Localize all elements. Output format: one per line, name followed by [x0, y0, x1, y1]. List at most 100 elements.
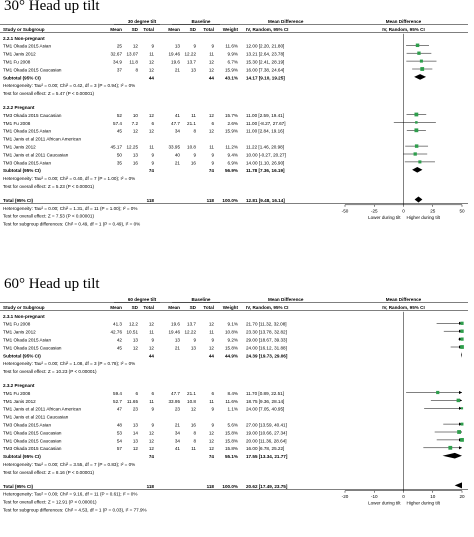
- study-row-label: TM3 Okada 2015 Caucasian: [3, 113, 62, 118]
- study-row-m1: 54: [117, 438, 123, 443]
- overall-effect-text: Test for overall effect: Z = 8.16 (P < 0…: [3, 470, 94, 475]
- study-row-w: 15.8%: [225, 345, 238, 350]
- study-row-w: 9.1%: [228, 322, 238, 327]
- study-row-n1: 9: [151, 44, 154, 49]
- study-marker: [419, 59, 423, 63]
- study-row-label: TM1 Fu 2008: [3, 60, 31, 65]
- study-row-n1: 12: [149, 345, 155, 350]
- total-row-ci: 20.62 [17.49, 23.75]: [246, 484, 288, 489]
- study-row-sd2: 9: [193, 338, 196, 343]
- study-row-label: TM3 Okada 2015 Caucasian: [3, 446, 62, 451]
- study-row-n1: 11: [149, 330, 154, 335]
- study-row-ci: 24.00 [7.05, 40.95]: [246, 407, 284, 412]
- study-row-sd1: 16: [133, 160, 139, 165]
- study-row-sd1: 13: [133, 423, 139, 428]
- study-row-w: 1.1%: [228, 407, 238, 412]
- study-marker: [414, 112, 419, 117]
- total-row-label: Total (95% CI): [3, 484, 34, 489]
- study-row-w: 9.9%: [228, 52, 238, 57]
- study-row-m2: 21: [175, 423, 181, 428]
- subtotal-row-w: 44.9%: [225, 353, 238, 358]
- study-row-label: TM1 Okada 2015 Asian: [3, 129, 51, 134]
- study-row-ci: 11.00 [-8.27, 27.67]: [246, 121, 286, 126]
- study-row-sd2: 21.1: [187, 121, 196, 126]
- study-row-n1: 11: [149, 145, 154, 150]
- study-row-sd1: 12.2: [129, 322, 138, 327]
- study-row-m2: 13: [175, 338, 181, 343]
- study-row-sd2: 21.1: [187, 391, 196, 396]
- header-sd: SD: [190, 305, 197, 310]
- study-row-m2: 19.46: [169, 52, 181, 57]
- total-heterogeneity-text: Heterogeneity: Tau² = 0.00; Chi² = 9.16,…: [3, 492, 137, 497]
- study-row-n2: 12: [209, 113, 215, 118]
- study-row-n2: 6: [211, 391, 214, 396]
- study-row-n2: 9: [211, 152, 214, 157]
- study-marker: [457, 430, 461, 434]
- header-method: IV, Random, 95% CI: [246, 305, 288, 310]
- subtotal-row-n2: 44: [209, 353, 215, 358]
- header-plot-label: Mean Difference: [386, 297, 422, 302]
- heterogeneity-text: Heterogeneity: Tau² = 0.00; Chi² = 0.40,…: [3, 176, 135, 181]
- study-row-m1: 45: [117, 129, 123, 134]
- study-row-n2: 9: [211, 160, 214, 165]
- study-row-m1: 25: [117, 44, 123, 49]
- study-marker: [417, 51, 421, 55]
- study-row-sd2: 16: [191, 160, 197, 165]
- study-row-w: 11.2%: [225, 145, 238, 150]
- study-row-sd1: 11.8: [129, 60, 138, 65]
- study-row-sd1: 12.25: [127, 145, 139, 150]
- subtotal-diamond: [414, 74, 427, 80]
- total-row-ci: 12.81 [9.48, 16.14]: [246, 198, 285, 203]
- subgroup-diff-text: Test for subgroup differences: Chi² = 0.…: [3, 222, 140, 227]
- study-row-sd1: 13: [133, 338, 139, 343]
- header-sd: SD: [190, 27, 197, 32]
- study-marker: [460, 329, 464, 333]
- study-row-m1: 52.7: [113, 399, 122, 404]
- study-row-m1: 35: [117, 160, 123, 165]
- study-row-w: 2.6%: [228, 121, 238, 126]
- study-row-sd1: 10.51: [127, 330, 139, 335]
- study-row-sd2: 13: [191, 67, 197, 72]
- study-row-m1: 52: [117, 113, 123, 118]
- study-row-m1: 37: [117, 67, 123, 72]
- study-row-n1: 12: [149, 446, 155, 451]
- study-row-m1: 57.4: [113, 121, 122, 126]
- study-row-m2: 47.7: [171, 121, 180, 126]
- study-row-label: TM1 Janis 2012: [3, 145, 36, 150]
- study-row-ci: 14.00 [1.10, 26.90]: [246, 160, 284, 165]
- ci-arrow: [459, 446, 462, 450]
- header-total: Total: [203, 27, 214, 32]
- chart-title-60: 60° Head up tilt: [4, 276, 100, 292]
- study-row-ci: 16.00 [6.78, 25.22]: [246, 446, 284, 451]
- x-tick-label: -20: [342, 494, 349, 499]
- study-row-m2: 41: [175, 113, 181, 118]
- chart-title-30: 30° Head up tilt: [4, 0, 100, 14]
- header-rule: [0, 302, 468, 303]
- study-row-n1: 12: [149, 430, 155, 435]
- axis-right-label: Higher during tilt: [407, 501, 441, 506]
- header-weight: Weight: [223, 305, 239, 310]
- subgroup-diff-text: Test for subgroup differences: Chi² = 4.…: [3, 508, 147, 513]
- study-row-w: 15.8%: [225, 438, 238, 443]
- subtotal-row-label: Subtotal (95% CI): [3, 168, 41, 173]
- x-tick-label: 20: [459, 494, 465, 499]
- subtotal-diamond: [412, 167, 423, 173]
- study-row-sd1: 11.65: [127, 399, 139, 404]
- study-marker: [460, 407, 464, 410]
- study-row-w: 9.2%: [228, 338, 238, 343]
- forest-plot-30: 30 degree tilt Baseline Mean Difference Mea…: [0, 19, 468, 227]
- study-marker: [420, 67, 425, 71]
- study-row-n2: 12: [209, 430, 215, 435]
- study-marker: [415, 43, 420, 48]
- study-row-ci: 11.22 [1.46, 20.98]: [246, 145, 284, 150]
- study-row-sd2: 12.22: [185, 52, 197, 57]
- header-rule: [0, 310, 468, 311]
- study-row-ci: 23.30 [13.78, 32.82]: [246, 330, 287, 335]
- study-row-n1: 9: [151, 423, 154, 428]
- study-row-m2: 21: [175, 67, 181, 72]
- study-row-ci: 24.00 [16.12, 31.88]: [246, 345, 287, 350]
- header-total: Total: [143, 27, 154, 32]
- study-row-m1: 41.3: [113, 322, 122, 327]
- x-tick-label: 10: [430, 494, 436, 499]
- total-row-n2: 118: [207, 484, 215, 489]
